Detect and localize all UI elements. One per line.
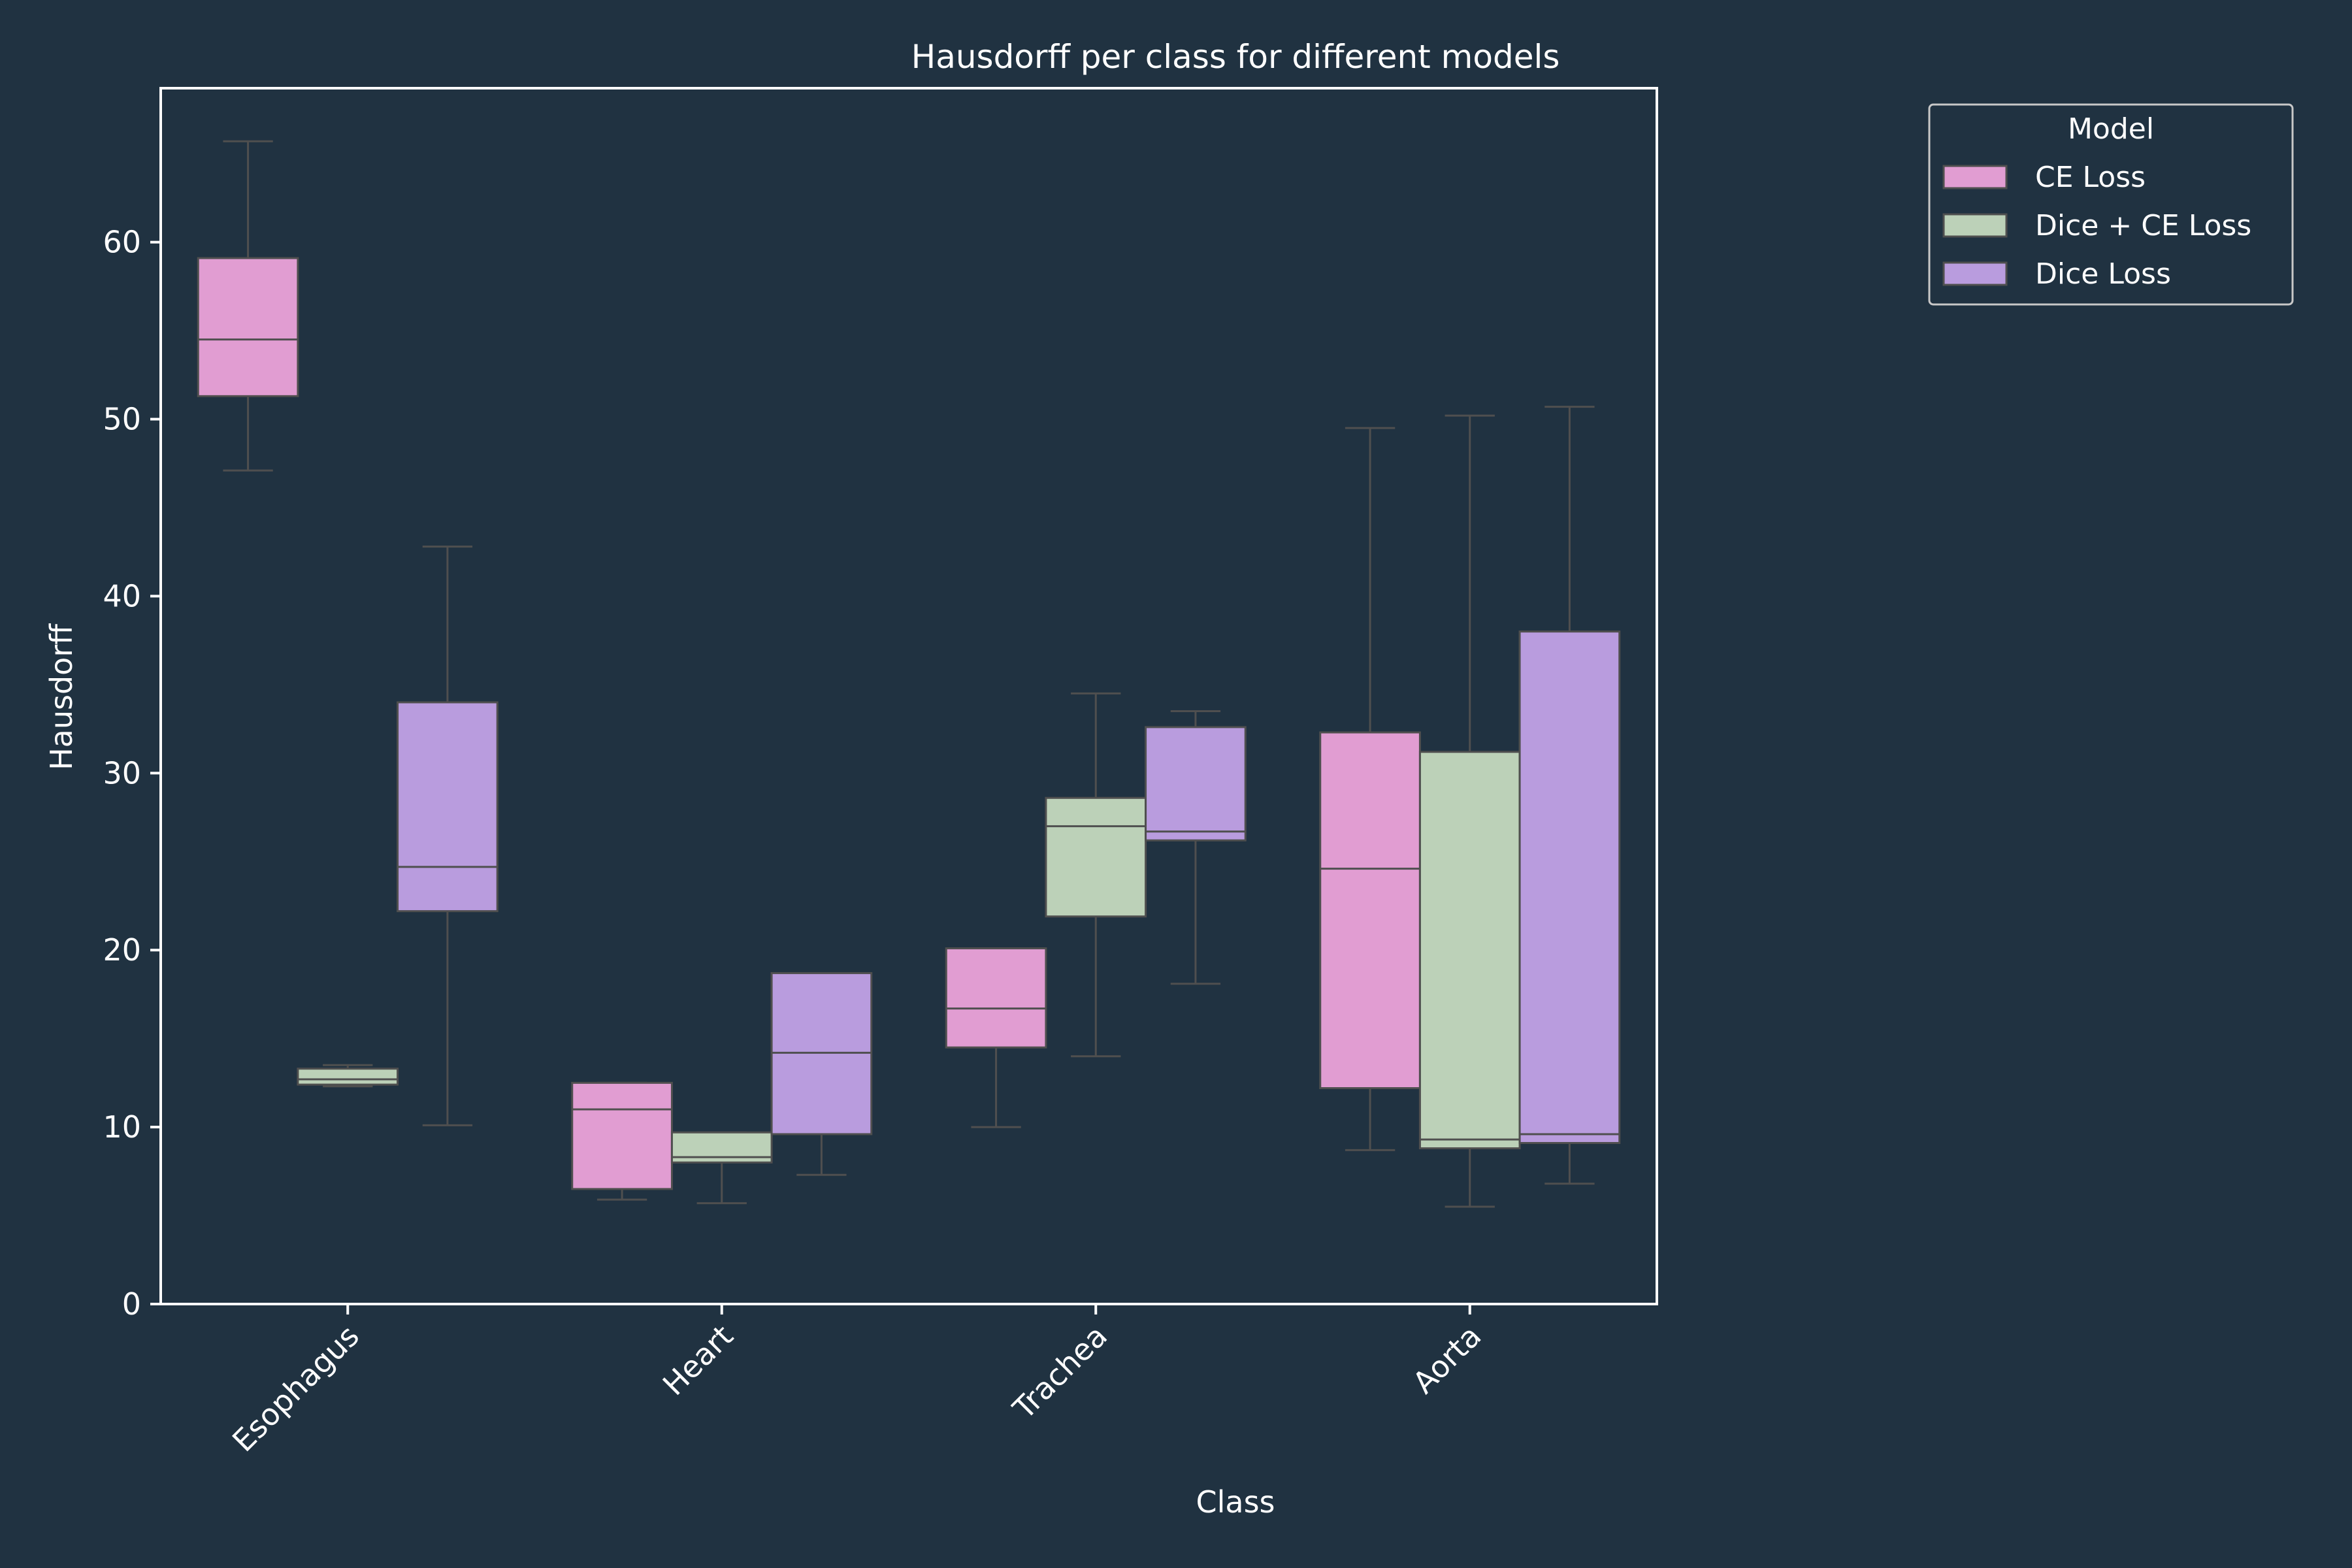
box-heart-series-2 — [770, 972, 873, 1176]
box-iqr — [197, 257, 299, 397]
box-trachea-series-0 — [945, 947, 1047, 1128]
y-tick-label: 30 — [103, 755, 141, 791]
legend-label: CE Loss — [2035, 161, 2146, 194]
box-esophagus-series-2 — [397, 546, 498, 1126]
plot-area — [197, 140, 1621, 1208]
chart-title: Hausdorff per class for different models — [911, 38, 1560, 76]
legend-label: Dice + CE Loss — [2035, 209, 2251, 242]
box-iqr — [1145, 726, 1247, 841]
y-tick-label: 0 — [122, 1286, 141, 1322]
box-iqr — [397, 701, 498, 913]
box-iqr — [571, 1081, 673, 1190]
y-tick-label: 20 — [103, 932, 141, 968]
box-heart-series-0 — [571, 1081, 673, 1201]
box-iqr — [297, 1068, 399, 1086]
legend-label: Dice Loss — [2035, 257, 2171, 291]
y-axis: 0 10 20 30 40 50 60 — [103, 225, 161, 1322]
plot-frame — [159, 87, 1658, 1305]
legend-frame — [1928, 103, 2294, 306]
box-aorta-series-2 — [1518, 406, 1621, 1185]
legend-swatch — [1942, 213, 2008, 238]
y-tick-label: 40 — [103, 578, 141, 613]
y-axis-label: Hausdorff — [44, 623, 79, 770]
legend-swatch — [1942, 261, 2008, 286]
box-iqr — [945, 947, 1047, 1049]
legend-title: Model — [2068, 112, 2154, 146]
box-heart-series-1 — [670, 1131, 773, 1205]
y-tick-label: 50 — [103, 402, 141, 437]
box-trachea-series-1 — [1045, 692, 1147, 1058]
x-axis-label: Class — [1196, 1484, 1275, 1520]
box-aorta-series-1 — [1418, 414, 1521, 1208]
box-trachea-series-2 — [1145, 710, 1247, 985]
box-iqr — [1319, 731, 1421, 1090]
legend: Model CE Loss Dice + CE Loss Dice Loss — [1928, 103, 2294, 306]
y-tick-label: 10 — [103, 1109, 141, 1145]
box-aorta-series-0 — [1319, 427, 1421, 1151]
box-esophagus-series-1 — [297, 1064, 399, 1088]
box-iqr — [1518, 630, 1621, 1144]
box-iqr — [1418, 751, 1521, 1150]
box-esophagus-series-0 — [197, 140, 299, 472]
legend-swatch — [1942, 165, 2008, 189]
box-iqr — [1045, 796, 1147, 918]
y-tick-label: 60 — [103, 225, 141, 260]
